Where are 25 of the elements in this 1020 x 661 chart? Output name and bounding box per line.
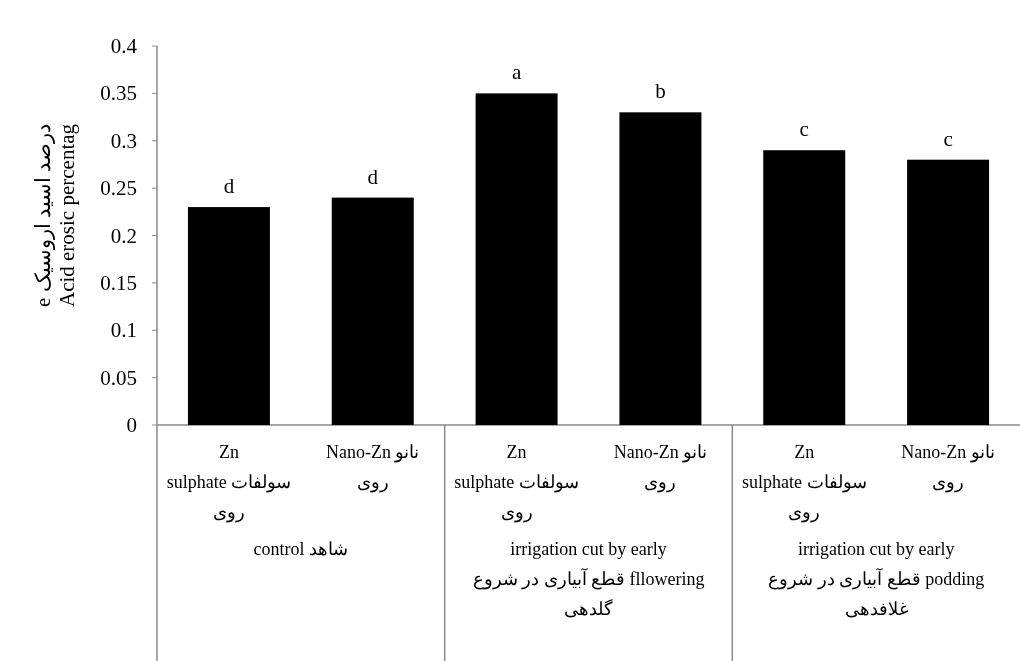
x-tick-label: Nano-Zn نانو روی (326, 442, 420, 493)
bar (475, 93, 558, 425)
data-label: c (799, 117, 809, 142)
y-tick-label: 0.1 (110, 318, 137, 343)
y-tick-label: 0.35 (100, 81, 137, 106)
bar (187, 207, 270, 425)
data-label: c (943, 126, 953, 151)
y-tick-label: 0 (126, 413, 137, 437)
data-label: b (655, 79, 666, 104)
bar (907, 159, 990, 425)
text: control شاهد (253, 539, 349, 559)
y-tick-label: 0.15 (100, 270, 137, 295)
data-label: a (511, 60, 522, 85)
y-tick-label: 0.2 (110, 223, 137, 248)
bar (763, 150, 846, 425)
y-tick-label: 0.05 (100, 365, 137, 390)
data-label: d (367, 164, 379, 189)
y-tick-label: 0.25 (100, 176, 137, 201)
y-tick-label: 0.3 (110, 128, 137, 153)
x-tick-label: Nano-Zn نانو روی (901, 442, 995, 493)
x-tick-label: Nano-Zn نانو روی (613, 442, 708, 493)
bar (619, 112, 702, 425)
bar (331, 197, 414, 425)
y-tick-label: 0.4 (110, 34, 138, 58)
data-label: d (223, 174, 235, 199)
